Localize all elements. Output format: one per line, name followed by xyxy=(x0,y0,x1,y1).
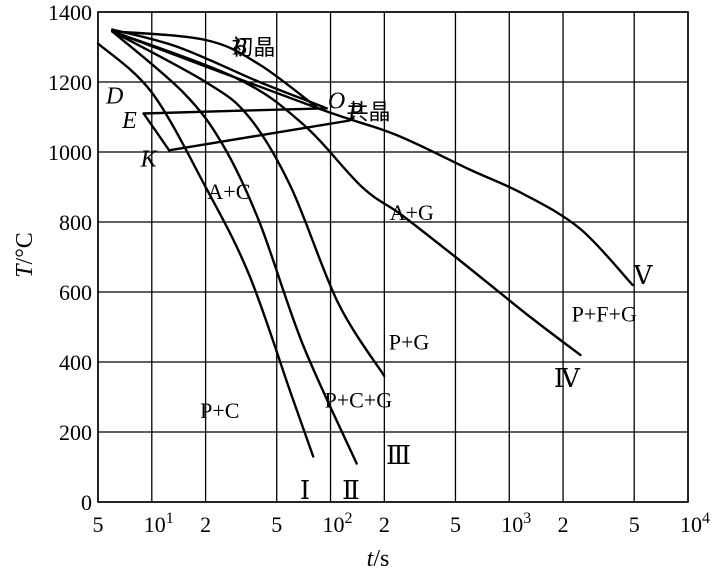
y-tick-label: 1000 xyxy=(48,140,92,165)
label-a-g: A+G xyxy=(390,200,434,225)
x-tick-label: 5 xyxy=(450,512,461,537)
label-k: K xyxy=(140,146,159,172)
curve-cooling-IV xyxy=(111,30,634,287)
x-tick-label: 101 xyxy=(144,510,174,537)
x-tick-base: 5 xyxy=(629,512,640,537)
x-tick-label: 2 xyxy=(200,512,211,537)
curve-start-line xyxy=(96,42,315,458)
curve-group xyxy=(96,28,634,465)
curve-cooling-V xyxy=(111,30,320,110)
curve-eutectic-end-tie xyxy=(142,112,171,152)
y-axis-title: T/°C xyxy=(12,232,38,278)
curve-cooling-I xyxy=(111,30,358,465)
x-tick-labels: 5 101 2 5 102 2 5 103 2 5 104 xyxy=(93,510,711,537)
label-e: E xyxy=(121,108,137,134)
x-tick-base: 5 xyxy=(271,512,282,537)
y-tick-label: 400 xyxy=(59,350,92,375)
x-axis-var: t xyxy=(367,546,375,572)
y-tick-labels: 0 200 400 600 800 1000 1200 1400 xyxy=(48,0,92,515)
x-tick-label: 103 xyxy=(501,510,531,537)
label-chujing: 初晶 xyxy=(231,36,275,61)
curve-cooling-III xyxy=(111,30,582,357)
x-tick-label: 5 xyxy=(93,512,104,537)
label-b: B xyxy=(232,34,247,60)
x-tick-exponent: 1 xyxy=(166,510,174,527)
plot-frame xyxy=(97,11,689,503)
y-tick-label: 1400 xyxy=(48,0,92,25)
x-axis-title: t/s xyxy=(367,546,390,572)
x-tick-exponent: 4 xyxy=(702,510,710,527)
x-tick-base: 2 xyxy=(200,512,211,537)
label-ii: Ⅱ xyxy=(342,476,360,505)
label-d: D xyxy=(105,83,123,109)
x-tick-base: 10 xyxy=(501,512,523,537)
curve-cooling-II xyxy=(111,30,386,378)
label-p-g: P+G xyxy=(389,330,430,355)
x-tick-base: 10 xyxy=(680,512,702,537)
x-tick-exponent: 2 xyxy=(345,510,353,527)
label-p-c: P+C xyxy=(200,398,239,423)
y-tick-label: 0 xyxy=(81,490,92,515)
x-tick-label: 5 xyxy=(629,512,640,537)
label-i: Ⅰ xyxy=(300,476,310,505)
label-a-c: A+C xyxy=(207,179,250,204)
curve-eutectic-start-line xyxy=(142,107,328,115)
label-iv: Ⅳ xyxy=(554,364,581,393)
curve-eutectic-start xyxy=(111,28,328,110)
y-tick-label: 200 xyxy=(59,420,92,445)
y-axis-var: T xyxy=(12,263,38,278)
x-axis-unit: /s xyxy=(373,546,389,572)
x-tick-base: 5 xyxy=(450,512,461,537)
label-gongjing: 共晶 xyxy=(346,101,390,126)
curve-eutectic-end-line xyxy=(167,119,351,152)
grid-lines xyxy=(97,11,689,503)
x-tick-base: 10 xyxy=(323,512,345,537)
x-tick-label: 102 xyxy=(323,510,353,537)
label-v: Ⅴ xyxy=(633,261,654,290)
label-o: O xyxy=(328,89,345,115)
label-p-c-g: P+C+G xyxy=(324,387,392,412)
label-p-f-g: P+F+G xyxy=(572,302,637,327)
x-tick-label: 2 xyxy=(558,512,569,537)
label-p: P xyxy=(347,99,363,125)
y-tick-label: 600 xyxy=(59,280,92,305)
x-tick-label: 2 xyxy=(379,512,390,537)
x-tick-base: 10 xyxy=(144,512,166,537)
x-tick-base: 2 xyxy=(558,512,569,537)
x-tick-label: 5 xyxy=(271,512,282,537)
x-tick-base: 5 xyxy=(93,512,104,537)
label-iii: Ⅲ xyxy=(386,441,411,470)
y-tick-label: 1200 xyxy=(48,70,92,95)
y-tick-label: 800 xyxy=(59,210,92,235)
x-tick-exponent: 3 xyxy=(523,510,531,527)
x-tick-label: 104 xyxy=(680,510,710,537)
y-axis-unit: /°C xyxy=(12,232,38,264)
x-tick-base: 2 xyxy=(379,512,390,537)
